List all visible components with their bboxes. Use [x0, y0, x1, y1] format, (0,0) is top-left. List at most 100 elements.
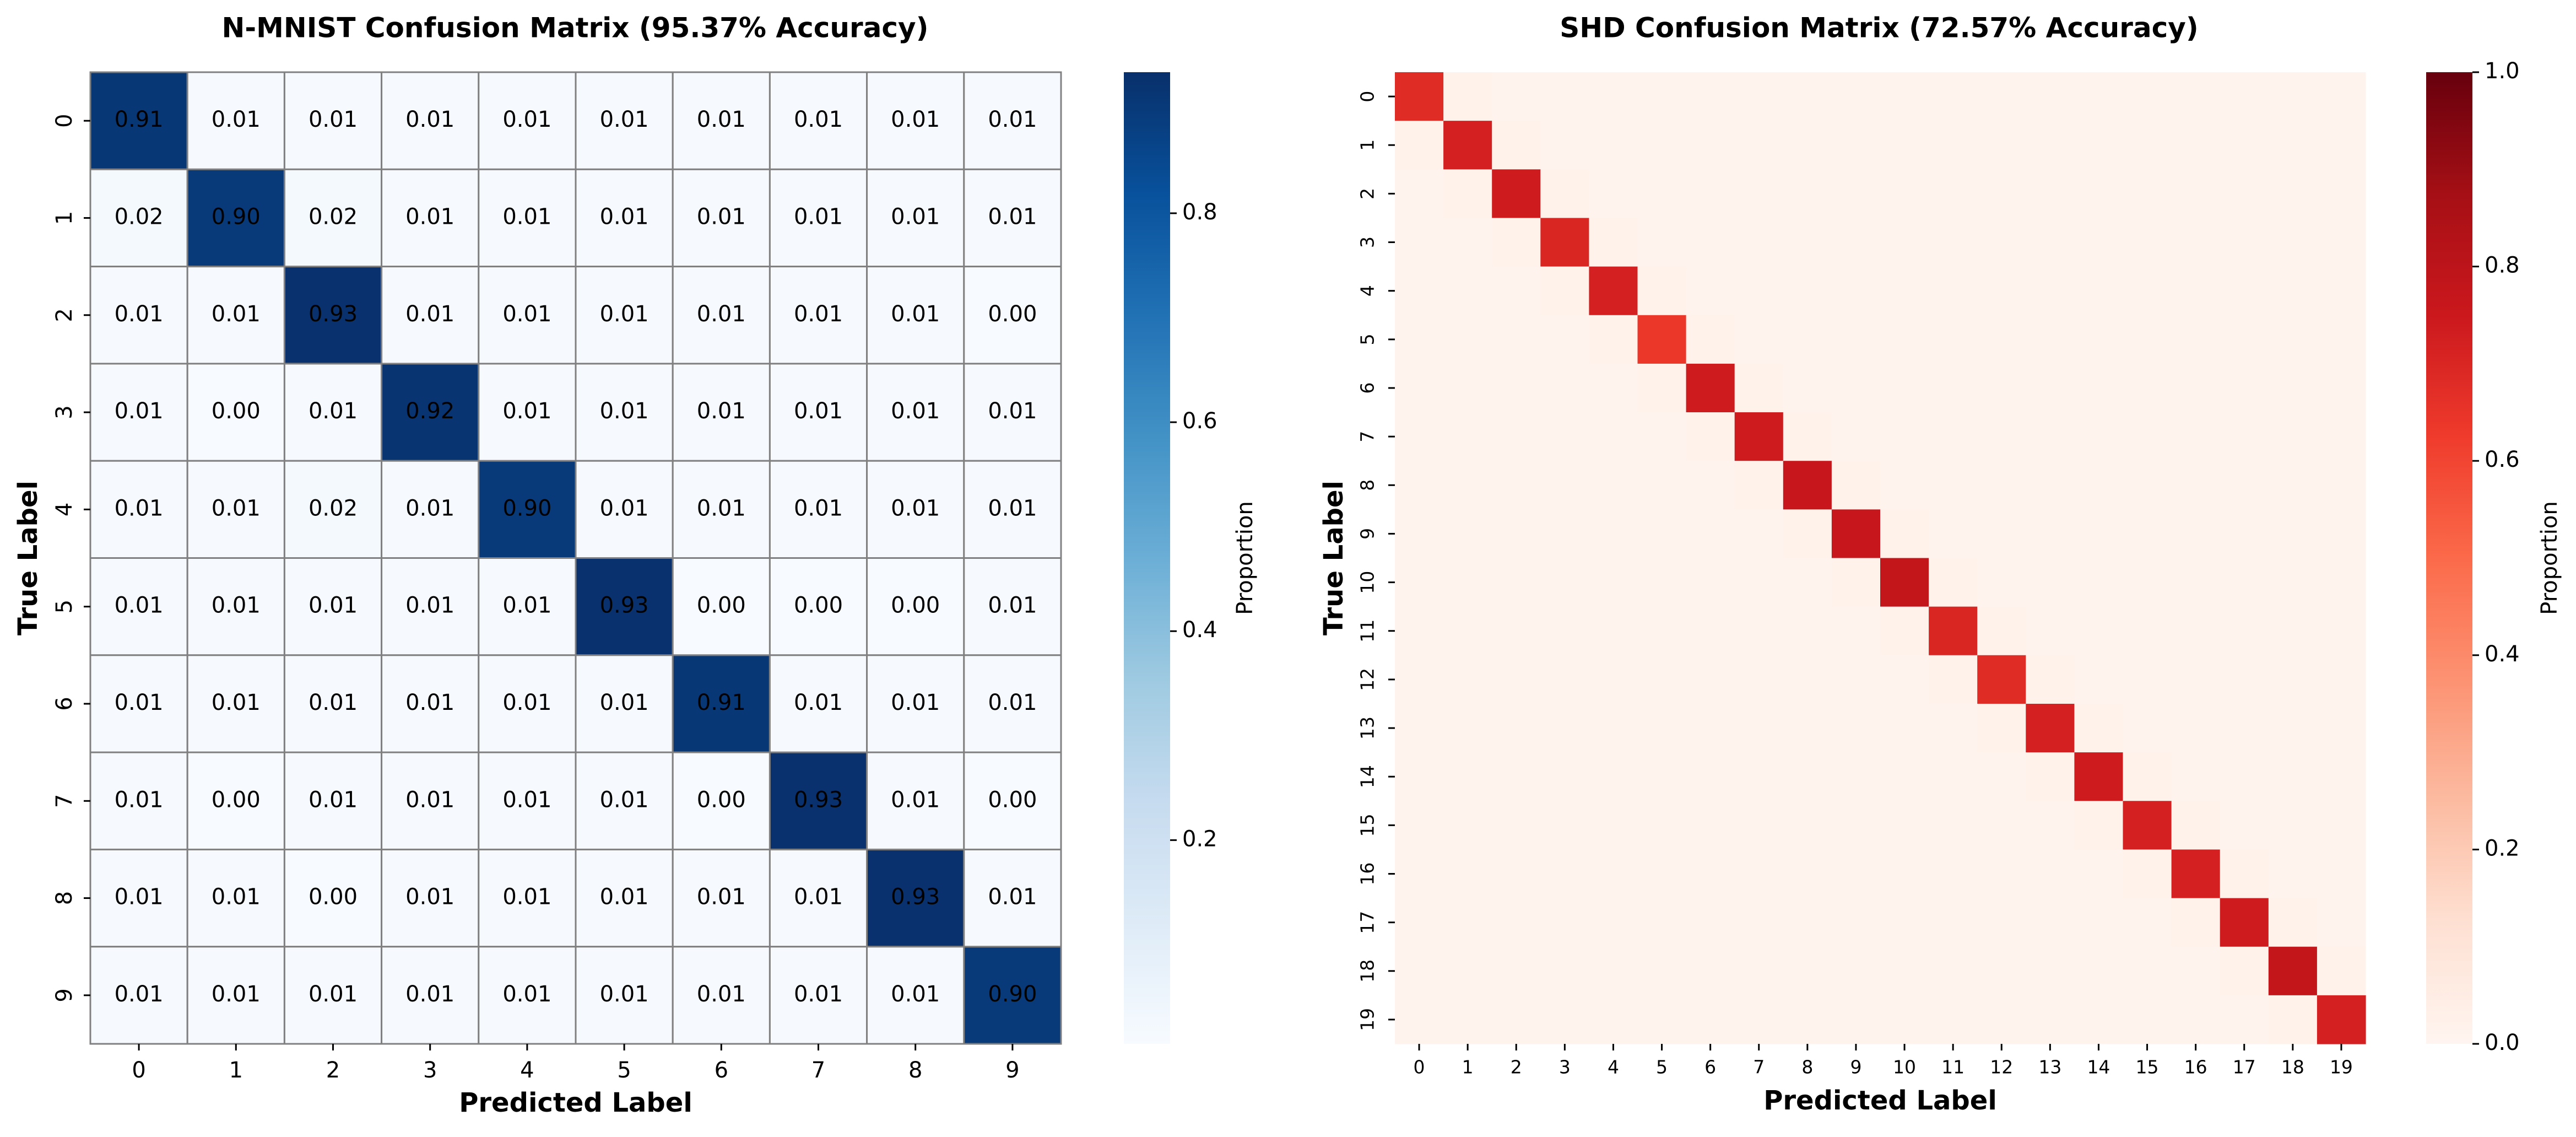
heatmap-cell — [1443, 703, 1492, 753]
cell-label: 0.01 — [988, 398, 1037, 424]
heatmap-cell — [2171, 218, 2221, 267]
heatmap-cell — [1929, 752, 1978, 801]
heatmap-cell — [2268, 703, 2318, 753]
heatmap-cell — [2220, 509, 2269, 559]
heatmap-cell — [2220, 315, 2269, 364]
heatmap-cell — [1880, 315, 1929, 364]
heatmap-cell — [2317, 703, 2366, 753]
heatmap-cell — [1977, 363, 2026, 413]
heatmap-cell — [2123, 703, 2172, 753]
heatmap-cell — [2074, 703, 2124, 753]
heatmap-cell — [1880, 363, 1929, 413]
y-tick-label: 4 — [52, 503, 77, 516]
heatmap-cell — [2026, 898, 2075, 947]
x-tick-label: 15 — [2136, 1057, 2159, 1078]
cell-label: 0.00 — [794, 593, 843, 618]
heatmap-cell — [2220, 363, 2269, 413]
heatmap-cell — [1637, 995, 1687, 1044]
heatmap-cell — [1589, 946, 1638, 996]
cell-label: 0.01 — [697, 982, 746, 1007]
heatmap-cell — [2074, 509, 2124, 559]
heatmap-cell — [2317, 72, 2366, 121]
heatmap-cell — [2268, 655, 2318, 704]
heatmap-cell — [1395, 558, 1444, 607]
heatmap-cell — [2317, 218, 2366, 267]
heatmap-cell — [1734, 898, 1784, 947]
heatmap-cell — [1831, 898, 1881, 947]
cell-label: 0.01 — [600, 787, 649, 812]
heatmap-cell — [1783, 655, 1832, 704]
heatmap-cell — [1395, 461, 1444, 510]
heatmap-cell — [2026, 995, 2075, 1044]
heatmap-cell — [2074, 849, 2124, 899]
heatmap-cell — [2074, 995, 2124, 1044]
heatmap-cell — [2220, 606, 2269, 656]
cell-label: 0.91 — [115, 107, 164, 132]
heatmap-cell — [1977, 412, 2026, 461]
cell-label: 0.02 — [115, 204, 164, 229]
y-tick-label: 16 — [1357, 862, 1378, 885]
heatmap-cell — [2268, 218, 2318, 267]
heatmap-cell — [381, 751, 480, 850]
heatmap-cell — [866, 654, 965, 753]
heatmap-cell — [1395, 655, 1444, 704]
cell-label: 0.00 — [988, 787, 1037, 812]
y-tick-label: 15 — [1357, 813, 1378, 837]
heatmap-cell — [1589, 121, 1638, 170]
x-tick-label: 1 — [229, 1058, 243, 1083]
heatmap-cell — [1783, 703, 1832, 753]
heatmap-cell — [2268, 509, 2318, 559]
heatmap-cell — [1686, 752, 1735, 801]
heatmap-cell — [1783, 849, 1832, 899]
cell-label: 0.01 — [891, 495, 940, 521]
x-tick-label: 6 — [715, 1058, 728, 1083]
y-tick-label: 18 — [1357, 960, 1378, 983]
cell-label: 0.01 — [502, 204, 551, 229]
heatmap-cell — [1977, 849, 2026, 899]
heatmap-cell — [1929, 169, 1978, 219]
heatmap-cell — [1977, 703, 2026, 753]
heatmap-cell — [1637, 801, 1687, 850]
heatmap-cell — [1831, 509, 1881, 559]
x-tick-label: 9 — [1850, 1057, 1861, 1078]
heatmap-cell — [672, 168, 771, 268]
heatmap-cell — [1492, 898, 1541, 947]
heatmap-cell — [186, 751, 285, 850]
heatmap-cell — [1443, 412, 1492, 461]
cell-label: 0.01 — [309, 593, 358, 618]
cell-label: 0.00 — [212, 398, 261, 424]
heatmap-cell — [1395, 72, 1444, 121]
heatmap-cell — [575, 751, 674, 850]
heatmap-cell — [1492, 801, 1541, 850]
heatmap-cell — [1686, 412, 1735, 461]
heatmap-cell — [1734, 169, 1784, 219]
y-tick-label: 5 — [52, 600, 77, 613]
heatmap-cell — [1540, 606, 1589, 656]
heatmap-cell — [1589, 169, 1638, 219]
heatmap-cell — [2026, 169, 2075, 219]
heatmap-cell — [1977, 461, 2026, 510]
heatmap-cell — [1734, 655, 1784, 704]
heatmap-cell — [2268, 169, 2318, 219]
heatmap-cell — [1977, 752, 2026, 801]
heatmap-cell — [1734, 606, 1784, 656]
heatmap-cell — [186, 168, 285, 268]
heatmap-cell — [2317, 606, 2366, 656]
heatmap-cell — [283, 460, 383, 559]
y-axis-label: True Label — [13, 481, 44, 635]
heatmap-cell — [2074, 169, 2124, 219]
heatmap-cell — [2171, 995, 2221, 1044]
heatmap-cell — [1589, 752, 1638, 801]
cell-label: 0.01 — [309, 690, 358, 715]
heatmap-cell — [1540, 412, 1589, 461]
heatmap-cell — [2074, 363, 2124, 413]
cell-label: 0.01 — [697, 495, 746, 521]
colorbar-tick-label: 0.0 — [2485, 1030, 2520, 1055]
cell-label: 0.01 — [115, 885, 164, 910]
heatmap-cell — [2220, 703, 2269, 753]
heatmap-cell — [1492, 412, 1541, 461]
cell-label: 0.90 — [502, 495, 551, 521]
heatmap-cell — [1395, 315, 1444, 364]
heatmap-cell — [1734, 801, 1784, 850]
heatmap-cell — [1540, 72, 1589, 121]
